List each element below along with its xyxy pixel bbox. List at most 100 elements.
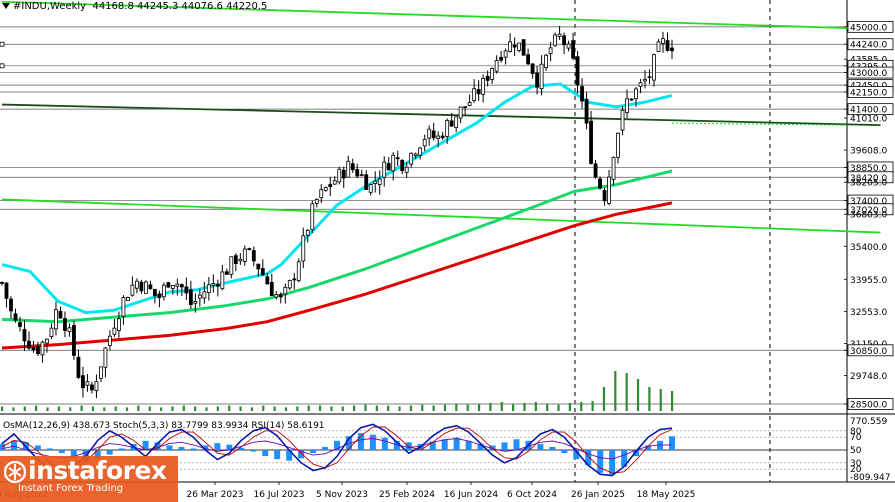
osma-bar bbox=[585, 450, 592, 466]
candle-body bbox=[368, 184, 373, 193]
price-level-box bbox=[847, 344, 894, 357]
candle-body bbox=[409, 152, 414, 165]
oscillator-axis-label: 30 bbox=[850, 459, 862, 469]
volume-bar bbox=[546, 403, 549, 411]
osma-bar bbox=[477, 443, 484, 450]
volume-bar bbox=[512, 403, 515, 411]
osma-bar bbox=[322, 446, 329, 450]
candle-body bbox=[638, 82, 643, 87]
price-tick-label: 45000.0 bbox=[850, 23, 887, 33]
osma-bar bbox=[561, 450, 568, 454]
candle-body bbox=[512, 44, 517, 48]
oscillator-header: OsMA(12,26,9) 438.673 Stoch(5,3,3) 83.77… bbox=[3, 421, 325, 431]
volume-bar bbox=[273, 406, 276, 411]
candle-body bbox=[152, 288, 157, 297]
time-tick-label: 26 Mar 2023 bbox=[186, 490, 243, 500]
candle-body bbox=[99, 366, 103, 379]
candle-body bbox=[440, 135, 445, 139]
candle-body bbox=[647, 76, 652, 79]
candle-body bbox=[494, 60, 499, 72]
volume-bar bbox=[137, 405, 140, 411]
candle-body bbox=[242, 248, 247, 262]
price-tick-label: 37400.0 bbox=[850, 197, 887, 207]
volume-bar bbox=[443, 404, 447, 411]
price-tick-label: 41010.0 bbox=[850, 115, 887, 125]
candle-body bbox=[0, 282, 4, 284]
volume-bar bbox=[318, 405, 322, 411]
candle-body bbox=[211, 283, 216, 286]
volume-bar bbox=[12, 407, 15, 411]
candle-body bbox=[373, 180, 378, 184]
volume-bar bbox=[659, 389, 662, 411]
trend-line-extension bbox=[671, 122, 848, 126]
candle-body bbox=[481, 78, 486, 95]
candle-body bbox=[661, 38, 665, 44]
candle-body bbox=[170, 284, 175, 289]
volume-bar bbox=[194, 406, 197, 411]
candle-body bbox=[72, 325, 76, 356]
candle-body bbox=[431, 130, 436, 139]
osma-bar bbox=[142, 440, 149, 450]
time-tick-label: 6 Oct 2024 bbox=[507, 490, 557, 500]
price-level-box bbox=[847, 20, 894, 33]
volume-bar bbox=[489, 402, 492, 411]
candle-body bbox=[45, 338, 49, 344]
candle-body bbox=[4, 282, 9, 299]
candle-body bbox=[103, 347, 108, 368]
volume-bar bbox=[228, 405, 231, 411]
candle-body bbox=[247, 248, 252, 250]
osma-bar bbox=[106, 450, 113, 455]
price-tick-label: 30850.0 bbox=[850, 347, 887, 357]
volume-bar bbox=[602, 387, 606, 411]
trend-line bbox=[1, 0, 881, 31]
candle-body bbox=[22, 329, 27, 342]
trend-line bbox=[1, 198, 881, 234]
osma-bar bbox=[274, 450, 281, 460]
osma-bar bbox=[441, 439, 448, 450]
volume-bar bbox=[171, 406, 174, 411]
level-marker bbox=[0, 41, 5, 47]
volume-bar bbox=[296, 406, 299, 411]
level-marker bbox=[0, 63, 5, 69]
price-tick-label: 28500.0 bbox=[850, 401, 887, 411]
candle-body bbox=[458, 106, 463, 119]
osma-bar bbox=[310, 450, 317, 454]
candle-body bbox=[670, 47, 674, 52]
candle-body bbox=[517, 42, 522, 51]
volume-bar bbox=[125, 407, 129, 411]
volume-bar bbox=[557, 404, 560, 411]
candle-body bbox=[251, 250, 256, 262]
dropdown-arrow-icon[interactable] bbox=[2, 3, 10, 9]
candle-body bbox=[598, 178, 602, 189]
candle-body bbox=[328, 184, 333, 187]
candle-body bbox=[634, 88, 638, 100]
time-tick-label: 26 Jan 2025 bbox=[571, 490, 625, 500]
candle-body bbox=[54, 309, 58, 330]
candle-body bbox=[562, 35, 566, 46]
candle-body bbox=[63, 318, 67, 331]
osma-bar bbox=[250, 450, 257, 452]
candle-body bbox=[575, 56, 580, 86]
volume-bar bbox=[375, 405, 378, 411]
candle-body bbox=[571, 40, 575, 59]
volume-bar bbox=[182, 405, 185, 411]
candle-body bbox=[269, 282, 274, 297]
candle-body bbox=[476, 89, 481, 95]
volume-bar bbox=[148, 406, 151, 411]
candle-body bbox=[283, 286, 288, 295]
osma-bar bbox=[429, 441, 436, 450]
candle-body bbox=[593, 163, 598, 178]
candle-body bbox=[301, 235, 306, 262]
candle-body bbox=[535, 72, 540, 88]
osma-bar bbox=[334, 440, 340, 450]
candle-body bbox=[539, 63, 544, 89]
candle-body bbox=[422, 138, 427, 147]
oscillator-axis-label: -809.947 bbox=[850, 473, 890, 483]
candle-body bbox=[287, 280, 292, 289]
volume-bar bbox=[35, 405, 38, 411]
candle-body bbox=[274, 294, 279, 298]
instaforex-mark-icon bbox=[4, 461, 26, 483]
candle-body bbox=[485, 75, 490, 81]
